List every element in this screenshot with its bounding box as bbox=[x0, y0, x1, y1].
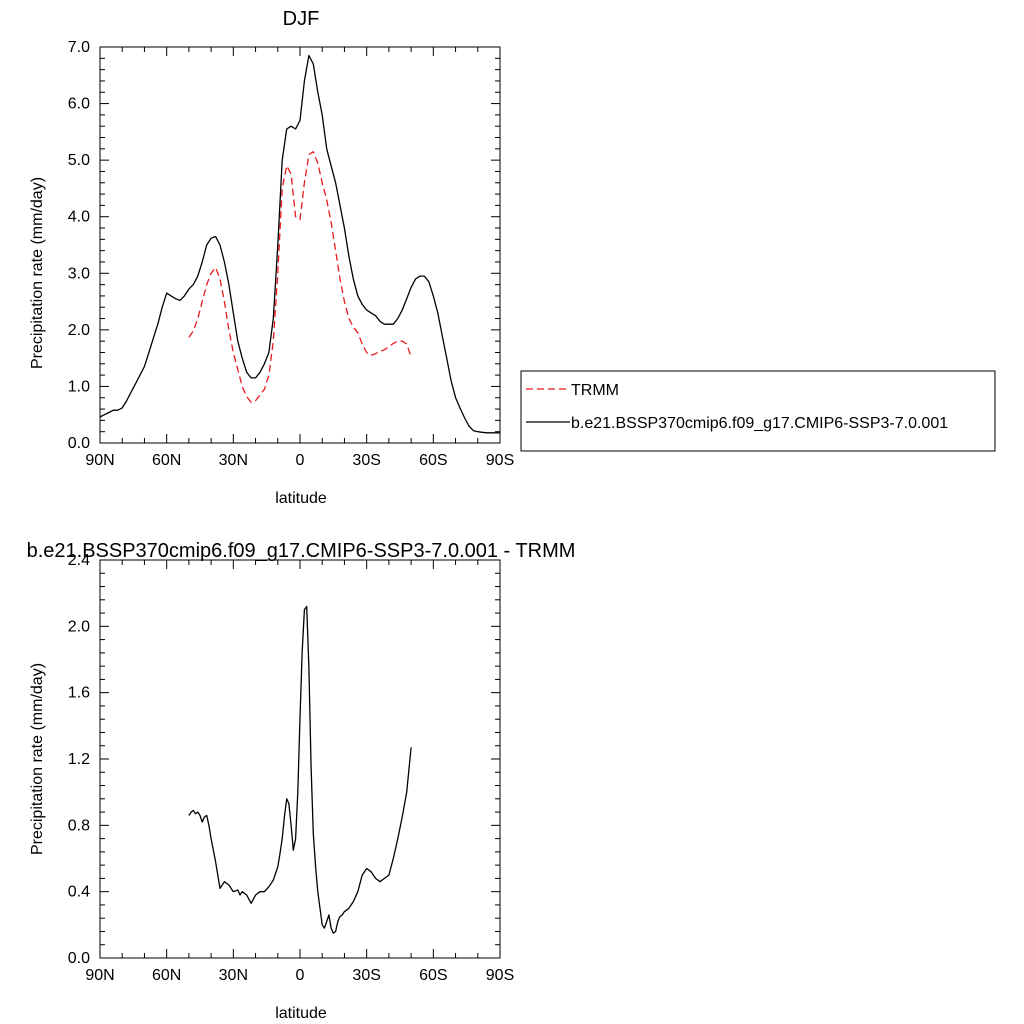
y-tick-label: 1.0 bbox=[68, 378, 90, 395]
y-tick-label: 2.4 bbox=[68, 552, 90, 569]
legend-entry-model: b.e21.BSSP370cmip6.f09_g17.CMIP6-SSP3-7.… bbox=[571, 415, 948, 432]
x-tick-label: 60N bbox=[152, 967, 181, 984]
x-tick-label: 60S bbox=[419, 452, 447, 469]
y-tick-label: 4.0 bbox=[68, 209, 90, 226]
y-axis-label: Precipitation rate (mm/day) bbox=[29, 177, 46, 369]
x-tick-label: 0 bbox=[296, 452, 305, 469]
x-axis-label: latitude bbox=[275, 1005, 327, 1022]
chart-legend: TRMM b.e21.BSSP370cmip6.f09_g17.CMIP6-SS… bbox=[520, 370, 996, 452]
x-tick-label: 0 bbox=[296, 967, 305, 984]
y-tick-label: 1.2 bbox=[68, 751, 90, 768]
chart-title: DJF bbox=[283, 8, 320, 30]
plot-frame bbox=[99, 559, 501, 959]
chart-djf: DJF Precipitation rate (mm/day) latitude… bbox=[29, 8, 996, 507]
series-line-0 bbox=[188, 605, 412, 934]
x-tick-label: 60N bbox=[152, 452, 181, 469]
x-axis-label: latitude bbox=[275, 490, 327, 507]
x-tick-label: 30N bbox=[219, 967, 248, 984]
x-tick-label: 90S bbox=[486, 452, 514, 469]
x-tick-label: 90N bbox=[85, 452, 114, 469]
y-tick-label: 7.0 bbox=[68, 39, 90, 56]
y-axis-label: Precipitation rate (mm/day) bbox=[29, 663, 46, 855]
y-tick-label: 0.0 bbox=[68, 950, 90, 967]
x-tick-label: 90S bbox=[486, 967, 514, 984]
y-tick-label: 1.6 bbox=[68, 685, 90, 702]
y-tick-label: 2.0 bbox=[68, 618, 90, 635]
x-tick-label: 30S bbox=[352, 967, 380, 984]
x-tick-label: 30N bbox=[219, 452, 248, 469]
x-tick-label: 30S bbox=[352, 452, 380, 469]
y-tick-label: 5.0 bbox=[68, 152, 90, 169]
legend-box bbox=[520, 370, 996, 452]
y-tick-label: 6.0 bbox=[68, 96, 90, 113]
legend-entry-trmm: TRMM bbox=[571, 382, 619, 399]
x-tick-label: 60S bbox=[419, 967, 447, 984]
chart-difference: b.e21.BSSP370cmip6.f09_g17.CMIP6-SSP3-7.… bbox=[27, 540, 576, 1022]
plot-frame bbox=[99, 46, 501, 444]
y-tick-label: 2.0 bbox=[68, 322, 90, 339]
y-tick-label: 0.8 bbox=[68, 817, 90, 834]
y-tick-label: 0.4 bbox=[68, 884, 90, 901]
series-line-0 bbox=[188, 151, 412, 403]
series-line-1 bbox=[99, 54, 500, 434]
x-tick-label: 90N bbox=[85, 967, 114, 984]
y-tick-label: 3.0 bbox=[68, 265, 90, 282]
y-tick-label: 0.0 bbox=[68, 435, 90, 452]
chart-title: b.e21.BSSP370cmip6.f09_g17.CMIP6-SSP3-7.… bbox=[27, 540, 576, 562]
